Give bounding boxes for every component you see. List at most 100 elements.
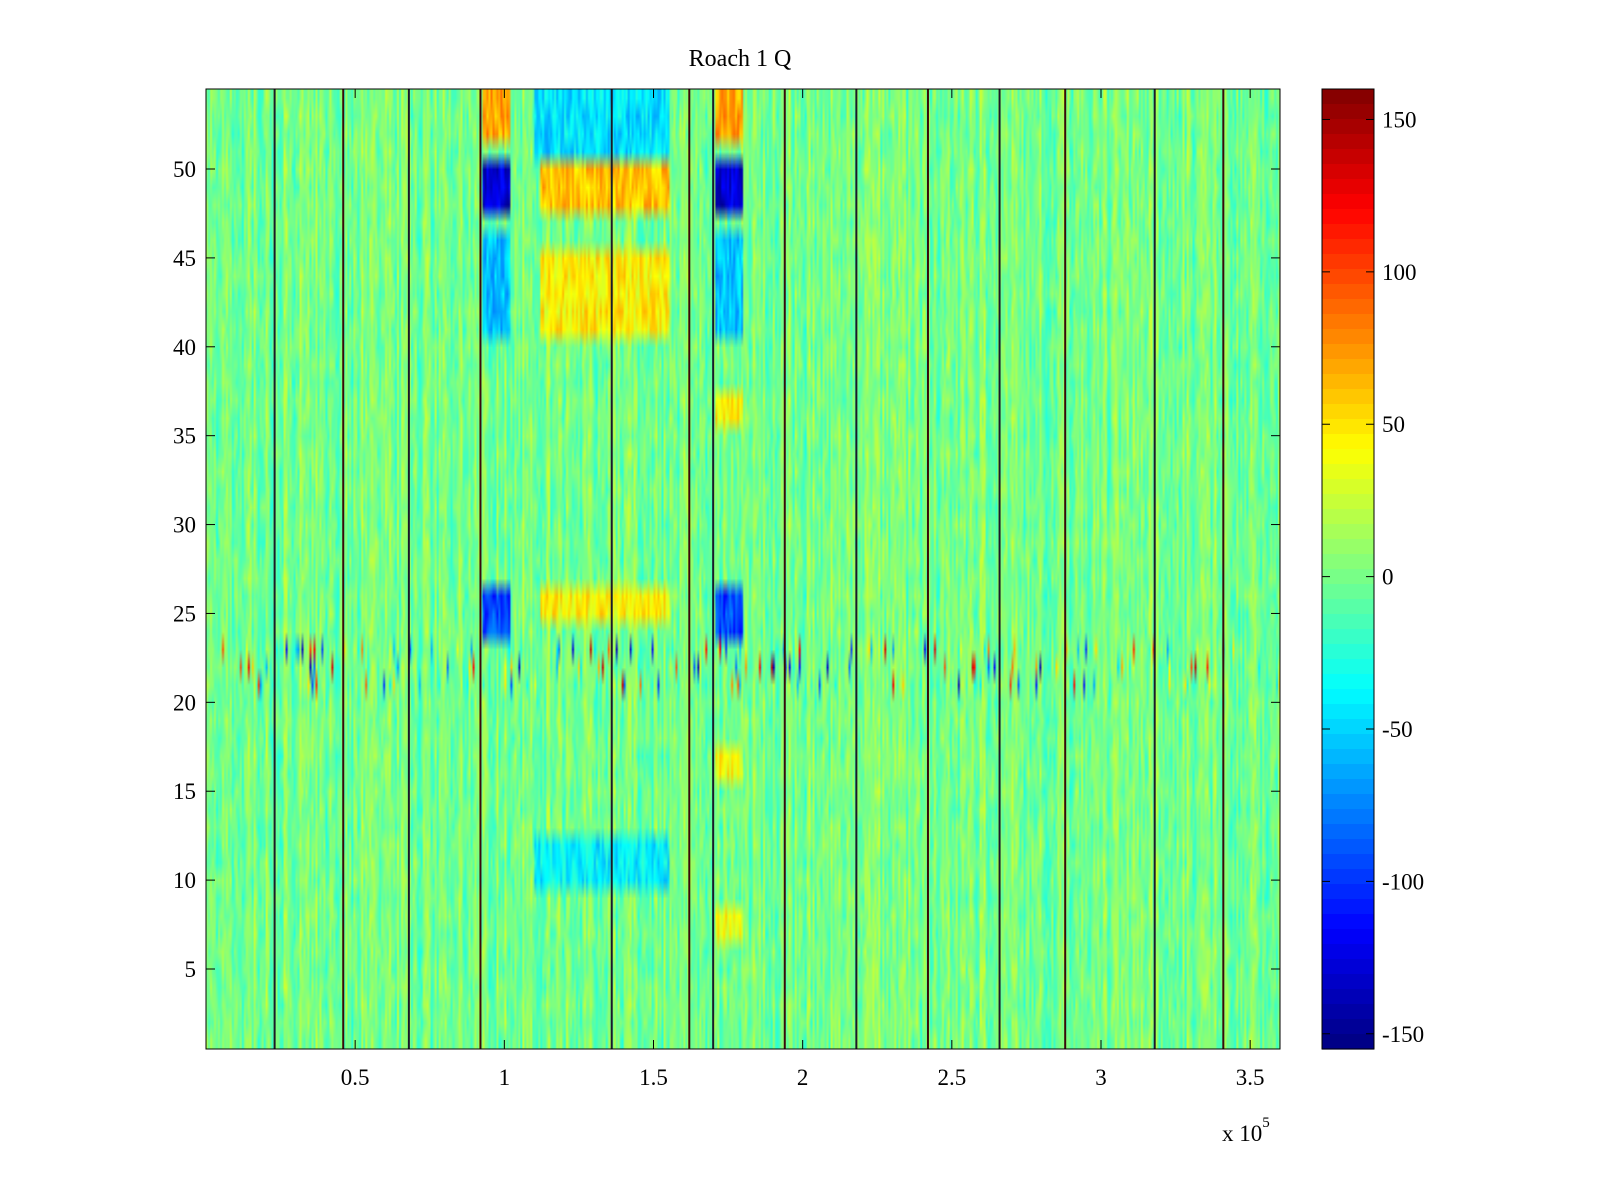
colorbar-step xyxy=(1322,689,1374,705)
colorbar-step xyxy=(1322,1019,1374,1035)
y-tick-label: 50 xyxy=(173,157,196,182)
x-tick-label: 2 xyxy=(797,1065,809,1090)
colorbar-step xyxy=(1322,584,1374,600)
colorbar-step xyxy=(1322,254,1374,270)
colorbar-step xyxy=(1322,824,1374,840)
y-tick-label: 45 xyxy=(173,246,196,271)
colorbar-step xyxy=(1322,944,1374,960)
colorbar-step xyxy=(1322,464,1374,480)
colorbar-step xyxy=(1322,569,1374,585)
colorbar-step xyxy=(1322,194,1374,210)
colorbar-step xyxy=(1322,764,1374,780)
y-tick-label: 5 xyxy=(185,957,197,982)
x-tick-label: 3 xyxy=(1095,1065,1107,1090)
y-axis: 5 10 15 20 25 30 35 40 45 50 xyxy=(173,157,1280,982)
plot-frame xyxy=(205,88,1281,1050)
colorbar-step xyxy=(1322,419,1374,435)
chart-title: Roach 1 Q xyxy=(689,46,792,72)
colorbar-step xyxy=(1322,539,1374,555)
colorbar-step xyxy=(1322,224,1374,240)
x-tick-label: 2.5 xyxy=(937,1065,966,1090)
heatmap-plot-area xyxy=(205,88,1281,1050)
colorbar-step xyxy=(1322,1034,1374,1050)
colorbar-step xyxy=(1322,659,1374,675)
colorbar-step xyxy=(1322,839,1374,855)
colorbar-step xyxy=(1322,974,1374,990)
x-axis: 0.5 1 1.5 2 2.5 3 3.5 xyxy=(341,89,1265,1090)
colorbar-step xyxy=(1322,734,1374,750)
colorbar-step xyxy=(1322,554,1374,570)
colorbar-step xyxy=(1322,389,1374,405)
colorbar-step xyxy=(1322,344,1374,360)
x-tick-label: 0.5 xyxy=(341,1065,370,1090)
colorbar-tick-label: 100 xyxy=(1382,260,1417,285)
colorbar-step xyxy=(1322,704,1374,720)
colorbar-step xyxy=(1322,779,1374,795)
colorbar-tick-label: 0 xyxy=(1382,565,1394,590)
colorbar-step xyxy=(1322,599,1374,615)
colorbar-step xyxy=(1322,374,1374,390)
colorbar-step xyxy=(1322,509,1374,525)
colorbar-step xyxy=(1322,749,1374,765)
colorbar-step xyxy=(1322,119,1374,135)
colorbar-step xyxy=(1322,989,1374,1005)
colorbar-tick-label: 150 xyxy=(1382,107,1417,132)
colorbar-step xyxy=(1322,524,1374,540)
colorbar-step xyxy=(1322,299,1374,315)
x-tick-label: 3.5 xyxy=(1236,1065,1265,1090)
colorbar-step xyxy=(1322,929,1374,945)
heatmap-cells xyxy=(206,89,1280,1049)
y-tick-label: 10 xyxy=(173,868,196,893)
colorbar-step xyxy=(1322,209,1374,225)
colorbar-step xyxy=(1322,494,1374,510)
colorbar-step xyxy=(1322,149,1374,165)
colorbar-step xyxy=(1322,869,1374,885)
x-tick-label: 1 xyxy=(499,1065,511,1090)
colorbar-step xyxy=(1322,629,1374,645)
colorbar-gradient xyxy=(1322,89,1374,1050)
colorbar-step xyxy=(1322,854,1374,870)
colorbar-step xyxy=(1322,104,1374,120)
colorbar-step xyxy=(1322,134,1374,150)
colorbar-step xyxy=(1322,794,1374,810)
colorbar-step xyxy=(1322,434,1374,450)
colorbar-step xyxy=(1322,164,1374,180)
colorbar-step xyxy=(1322,899,1374,915)
colorbar-step xyxy=(1322,89,1374,105)
colorbar-step xyxy=(1322,914,1374,930)
colorbar-step xyxy=(1322,1004,1374,1020)
colorbar-step xyxy=(1322,884,1374,900)
colorbar-step xyxy=(1322,449,1374,465)
colorbar-step xyxy=(1322,674,1374,690)
y-tick-label: 20 xyxy=(173,690,196,715)
colorbar-step xyxy=(1322,329,1374,345)
colorbar-step xyxy=(1322,719,1374,735)
y-tick-label: 35 xyxy=(173,424,196,449)
colorbar-frame xyxy=(1321,88,1375,1050)
colorbar-step xyxy=(1322,359,1374,375)
colorbar-tick-label: -100 xyxy=(1382,869,1424,894)
y-tick-label: 30 xyxy=(173,513,196,538)
colorbar-step xyxy=(1322,179,1374,195)
y-tick-label: 15 xyxy=(173,779,196,804)
y-tick-label: 40 xyxy=(173,335,196,360)
x-exponent-label: x 105 xyxy=(1222,1115,1270,1146)
colorbar-step xyxy=(1322,809,1374,825)
x-exponent-power: 5 xyxy=(1262,1115,1270,1131)
colorbar-step xyxy=(1322,314,1374,330)
colorbar-step xyxy=(1322,404,1374,420)
x-tick-label: 1.5 xyxy=(639,1065,668,1090)
colorbar-axis: 150 100 50 0 -50 -100 -150 xyxy=(1322,107,1424,1047)
colorbar-step xyxy=(1322,269,1374,285)
y-tick-label: 25 xyxy=(173,601,196,626)
colorbar-step xyxy=(1322,959,1374,975)
colorbar-step xyxy=(1322,644,1374,660)
colorbar-tick-label: -150 xyxy=(1382,1022,1424,1047)
colorbar-step xyxy=(1322,614,1374,630)
colorbar-step xyxy=(1322,239,1374,255)
colorbar-step xyxy=(1322,479,1374,495)
colorbar-step xyxy=(1322,284,1374,300)
colorbar-tick-label: 50 xyxy=(1382,412,1405,437)
colorbar: 150 100 50 0 -50 -100 -150 xyxy=(1321,88,1424,1050)
